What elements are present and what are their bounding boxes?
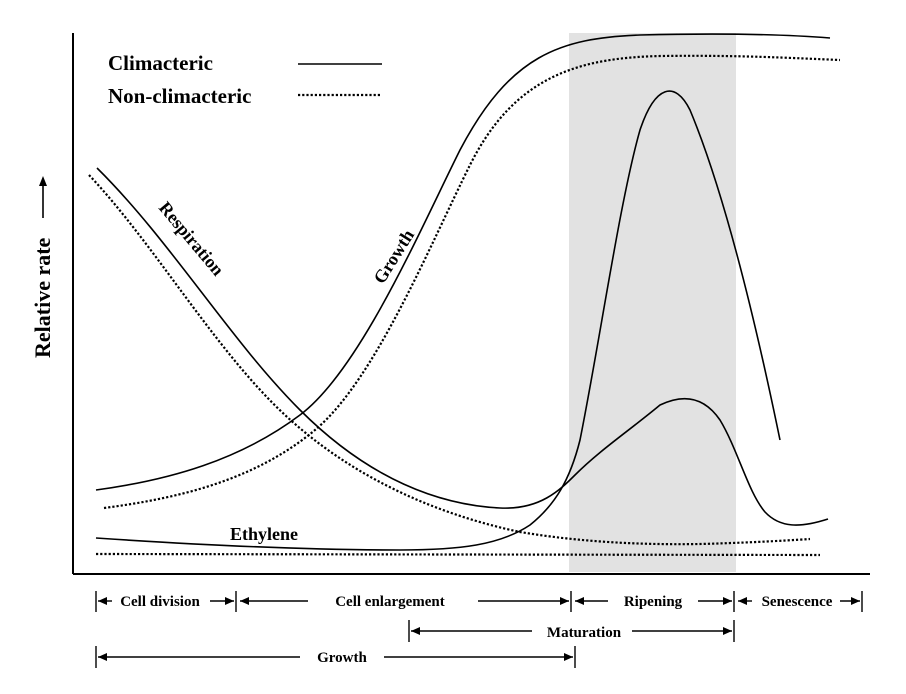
y-axis-arrow-head	[39, 176, 47, 186]
respiration-label: Respiration	[155, 198, 228, 280]
phase-cell-division: Cell division	[95, 591, 237, 612]
ripening-band	[569, 33, 736, 572]
legend-non-climacteric-label: Non-climacteric	[108, 84, 251, 108]
respiration-non-climacteric-curve	[88, 174, 811, 546]
phase-senescence: Senescence	[738, 591, 863, 612]
phase-growth-label: Growth	[317, 650, 367, 666]
growth-climacteric-curve	[95, 33, 831, 491]
legend-climacteric-label: Climacteric	[108, 51, 213, 75]
y-axis-title: Relative rate	[30, 176, 55, 358]
phase-ripening: Ripening	[575, 591, 735, 612]
phase-maturation-label: Maturation	[547, 625, 622, 641]
phase-ripening-label: Ripening	[624, 594, 683, 610]
phase-maturation: Maturation	[408, 620, 735, 642]
phase-cell-enlargement-label: Cell enlargement	[335, 594, 445, 610]
growth-curve-label: Growth	[369, 226, 418, 287]
growth-non-climacteric-curve	[103, 54, 841, 510]
phase-cell-enlargement: Cell enlargement	[240, 591, 572, 612]
ethylene-non-climacteric-curve	[95, 552, 821, 557]
phase-senescence-label: Senescence	[762, 594, 833, 610]
phase-cell-division-label: Cell division	[120, 594, 200, 610]
phase-growth: Growth	[95, 646, 576, 668]
ethylene-climacteric-curve	[95, 90, 781, 551]
ethylene-label: Ethylene	[230, 524, 298, 544]
respiration-climacteric-curve	[96, 167, 829, 526]
y-axis-label: Relative rate	[30, 237, 55, 358]
